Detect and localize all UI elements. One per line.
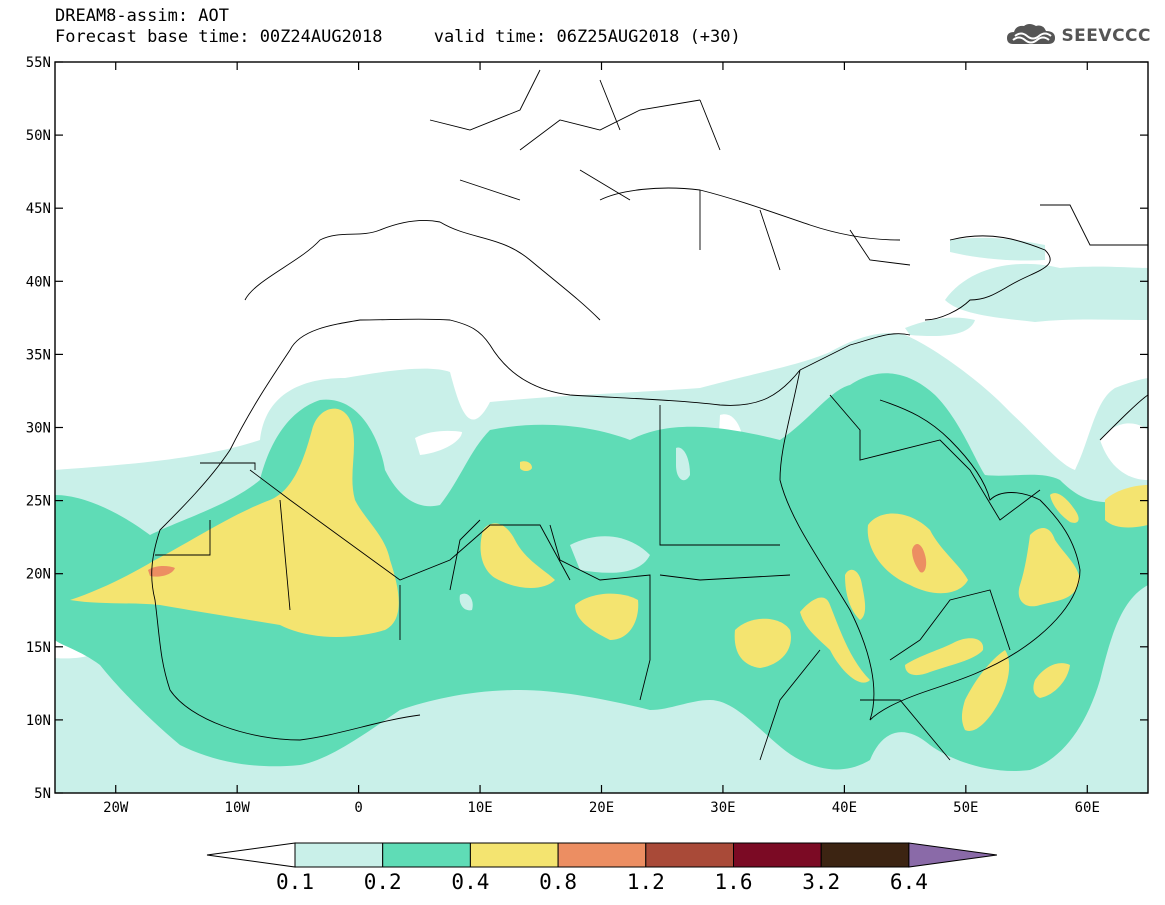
longitude-axis: 20W 10W 0 10E 20E 30E 40E 50E 60E bbox=[103, 62, 1100, 816]
aot-map: 55N 50N 45N 40N 35N 30N 25N 20N 15N 10N 5N 20W 10W 0… bbox=[26, 55, 1149, 816]
colorbar-level-label: 1.2 bbox=[627, 870, 665, 894]
lat-tick-label: 40N bbox=[26, 274, 51, 290]
lon-tick-label: 20W bbox=[103, 800, 129, 816]
colorbar-level-label: 6.4 bbox=[890, 870, 928, 894]
lat-tick-label: 30N bbox=[26, 421, 51, 437]
lon-tick-label: 60E bbox=[1075, 800, 1100, 816]
lat-tick-label: 50N bbox=[26, 128, 51, 144]
lon-tick-label: 30E bbox=[710, 800, 735, 816]
colorbar-under-arrow bbox=[206, 842, 296, 868]
map-title: DREAM8-assim: AOT bbox=[55, 6, 229, 26]
colorbar-level-label: 1.6 bbox=[715, 870, 753, 894]
lat-tick-label: 45N bbox=[26, 201, 51, 217]
lon-tick-label: 40E bbox=[832, 800, 857, 816]
valid-time: valid time: 06Z25AUG2018 (+30) bbox=[433, 27, 741, 47]
forecast-times: Forecast base time: 00Z24AUG2018 valid t… bbox=[55, 27, 741, 47]
lat-tick-label: 15N bbox=[26, 640, 51, 656]
colorbar-cell bbox=[820, 842, 910, 868]
colorbar-level-label: 0.8 bbox=[539, 870, 577, 894]
coastlines-and-borders bbox=[151, 69, 1148, 761]
forecast-base-time: Forecast base time: 00Z24AUG2018 bbox=[55, 27, 383, 47]
colorbar-cell bbox=[469, 842, 559, 868]
colorbar-cell bbox=[557, 842, 647, 868]
lat-tick-label: 10N bbox=[26, 713, 51, 729]
lon-tick-label: 10E bbox=[467, 800, 492, 816]
brand-logo: SEEVCCC bbox=[1005, 22, 1151, 50]
lon-tick-label: 10W bbox=[225, 800, 251, 816]
colorbar-cells bbox=[206, 842, 997, 868]
colorbar-level-label: 0.2 bbox=[364, 870, 402, 894]
lat-tick-label: 55N bbox=[26, 55, 51, 71]
colorbar-level-label: 0.1 bbox=[276, 870, 314, 894]
cloud-icon bbox=[1007, 24, 1056, 44]
aot-band-0.2-inner bbox=[459, 447, 690, 611]
colorbar-cell bbox=[645, 842, 734, 868]
lat-tick-label: 35N bbox=[26, 347, 51, 363]
colorbar-level-label: 0.4 bbox=[451, 870, 489, 894]
lat-tick-label: 5N bbox=[34, 786, 51, 802]
colorbar-labels: 0.1 0.2 0.4 0.8 1.2 1.6 3.2 6.4 bbox=[276, 870, 928, 894]
aot-field bbox=[55, 237, 1148, 793]
lat-tick-label: 20N bbox=[26, 567, 51, 583]
brand-name: SEEVCCC bbox=[1061, 26, 1151, 46]
colorbar-level-label: 3.2 bbox=[802, 870, 840, 894]
lon-tick-label: 20E bbox=[589, 800, 614, 816]
lon-tick-label: 50E bbox=[953, 800, 978, 816]
latitude-axis: 55N 50N 45N 40N 35N 30N 25N 20N 15N 10N 5N bbox=[26, 55, 1148, 802]
colorbar-cell bbox=[733, 842, 822, 868]
lat-tick-label: 25N bbox=[26, 494, 51, 510]
aot-band-0.8-1.2 bbox=[148, 543, 927, 577]
colorbar-over-arrow bbox=[908, 842, 997, 868]
lon-tick-label: 0 bbox=[354, 800, 362, 816]
colorbar-cell bbox=[294, 842, 384, 868]
colorbar-cell bbox=[382, 842, 471, 868]
